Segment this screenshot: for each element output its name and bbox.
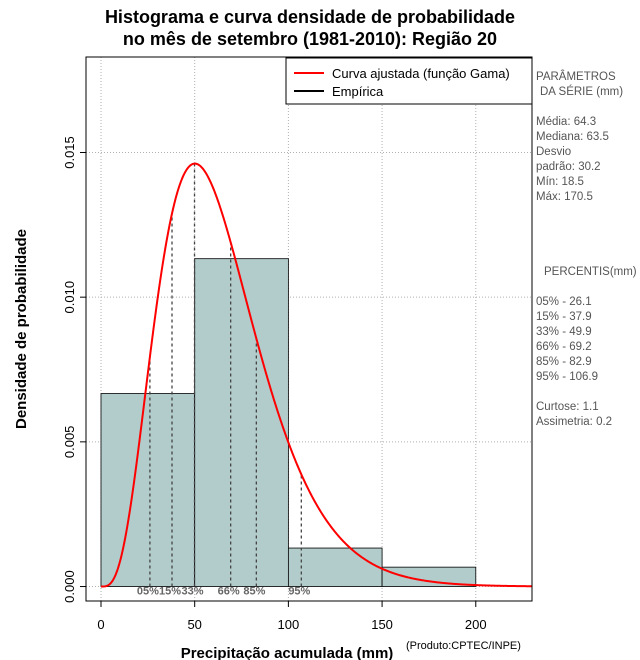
stat-assimetria: Assimetria: 0.2 (536, 416, 613, 428)
curve-layer (100, 162, 533, 588)
stat-max: Máx: 170.5 (536, 191, 593, 203)
stat-mediana: Mediana: 63.5 (536, 131, 609, 143)
percentile-lines-layer: 05% 15% 33% 66% 85% 95% (137, 163, 311, 598)
x-tick-label: 50 (187, 617, 201, 632)
percentile-95: 95% - 106.9 (536, 371, 599, 383)
percentile-label: 95% (288, 586, 310, 598)
y-axis-title: Densidade de probabilidade (13, 229, 30, 429)
params-header-2: DA SÉRIE (mm) (540, 86, 624, 98)
percentile-label: 85% (243, 586, 265, 598)
chart-title-line2: no mês de setembro (1981-2010): Região 2… (122, 29, 498, 49)
stat-curtose: Curtose: 1.1 (536, 401, 599, 413)
x-tick-label: 0 (97, 617, 104, 632)
stat-media: Média: 64.3 (536, 116, 597, 128)
percentis-header: PERCENTIS(mm) (544, 266, 637, 278)
stats-panel: PARÂMETROS DA SÉRIE (mm) Média: 64.3 Med… (536, 70, 640, 430)
histogram-bar (100, 393, 196, 587)
stat-min: Mín: 18.5 (536, 176, 584, 188)
legend-layer: Curva ajustada (função Gama) Empírica (285, 57, 533, 105)
percentile-label: 05% (137, 586, 159, 598)
legend-label: Empírica (332, 84, 384, 99)
percentile-15: 15% - 37.9 (536, 311, 592, 323)
legend-box (285, 57, 533, 105)
percentile-66: 66% - 69.2 (536, 341, 592, 353)
product-credit: (Produto:CPTEC/INPE) (406, 640, 521, 652)
x-axis-title: Precipitação acumulada (mm) (181, 645, 394, 660)
y-tick-label: 0.005 (62, 426, 77, 459)
plot-frame (85, 56, 533, 602)
percentile-label: 33% (182, 586, 204, 598)
percentile-85: 85% - 82.9 (536, 356, 592, 368)
chart-title-line1: Histograma e curva densidade de probabil… (104, 7, 516, 27)
y-tick-label: 0.015 (62, 136, 77, 169)
y-tick-label: 0.000 (62, 570, 77, 603)
stat-desvio-label: Desvio (536, 146, 572, 158)
percentile-05: 05% - 26.1 (536, 296, 592, 308)
percentile-label: 15% (159, 586, 181, 598)
y-tick-label: 0.010 (62, 281, 77, 314)
x-tick-label: 100 (278, 617, 300, 632)
percentile-33: 33% - 49.9 (536, 326, 592, 338)
axis-layer: 0 50 100 150 200 0.000 0.005 0.010 0.015 Precipit… (13, 56, 533, 660)
params-header-1: PARÂMETROS (536, 71, 616, 83)
histogram-bar (287, 547, 383, 587)
percentile-label: 66% (218, 586, 240, 598)
x-tick-label: 150 (371, 617, 393, 632)
histogram-bar (194, 258, 289, 587)
gamma-curve (100, 162, 533, 588)
legend-label: Curva ajustada (função Gama) (332, 66, 510, 81)
histogram-bar (381, 566, 477, 587)
x-tick-label: 200 (465, 617, 487, 632)
bars-layer (100, 258, 477, 587)
stat-desvio-value: padrão: 30.2 (536, 161, 601, 173)
chart-title: Histograma e curva densidade de probabil… (0, 6, 620, 50)
